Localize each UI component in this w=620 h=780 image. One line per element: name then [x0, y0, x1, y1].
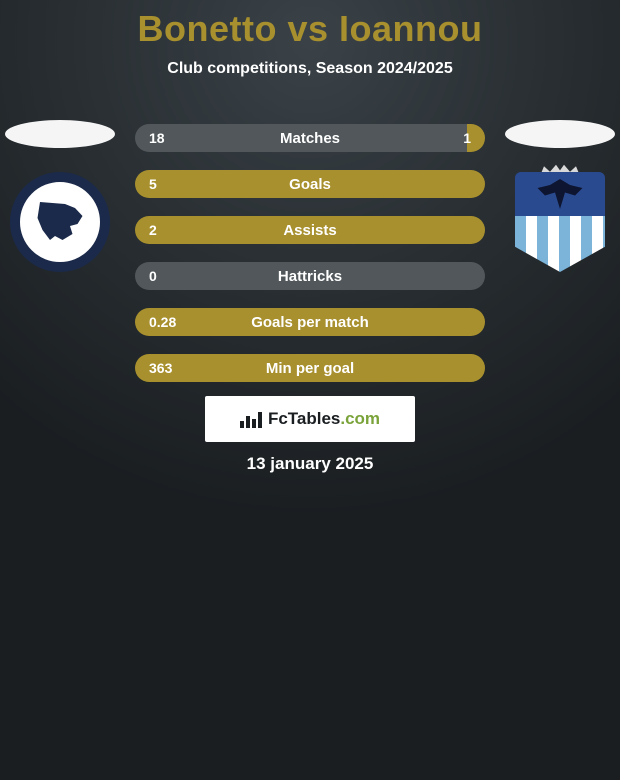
left-player-area [0, 120, 120, 272]
stat-value-left: 5 [135, 170, 171, 198]
stat-value-left: 18 [135, 124, 179, 152]
right-ellipse [505, 120, 615, 148]
stat-value-left: 0 [135, 262, 171, 290]
stat-label: Hattricks [135, 262, 485, 290]
stats-bars: Matches18 1 Goals5 Assists2 Hattricks0 Goals … [135, 124, 485, 400]
stat-label: Matches [135, 124, 485, 152]
stat-row: Matches18 1 [135, 124, 485, 152]
fctables-brand: FcTables [268, 409, 340, 428]
stat-row: Assists2 [135, 216, 485, 244]
stat-value-left: 0.28 [135, 308, 190, 336]
stat-label: Goals [135, 170, 485, 198]
stat-label: Assists [135, 216, 485, 244]
anorthosis-crest-icon [510, 172, 610, 272]
left-ellipse [5, 120, 115, 148]
subtitle: Club competitions, Season 2024/2025 [0, 60, 620, 78]
fctables-bars-icon [240, 410, 262, 428]
fctables-tld: .com [340, 409, 380, 428]
stat-row: Min per goal363 [135, 354, 485, 382]
date-text: 13 january 2025 [0, 454, 620, 474]
stat-row: Goals per match0.28 [135, 308, 485, 336]
stat-row: Hattricks0 [135, 262, 485, 290]
stat-value-left: 363 [135, 354, 186, 382]
right-player-area [500, 120, 620, 272]
stat-value-left: 2 [135, 216, 171, 244]
fctables-text: FcTables.com [268, 409, 380, 429]
stat-row: Goals5 [135, 170, 485, 198]
page-title: Bonetto vs Ioannou [0, 0, 620, 50]
fctables-watermark: FcTables.com [205, 396, 415, 442]
stat-value-right: 1 [449, 124, 485, 152]
stat-label: Min per goal [135, 354, 485, 382]
ethnikos-achna-crest-icon [10, 172, 110, 272]
